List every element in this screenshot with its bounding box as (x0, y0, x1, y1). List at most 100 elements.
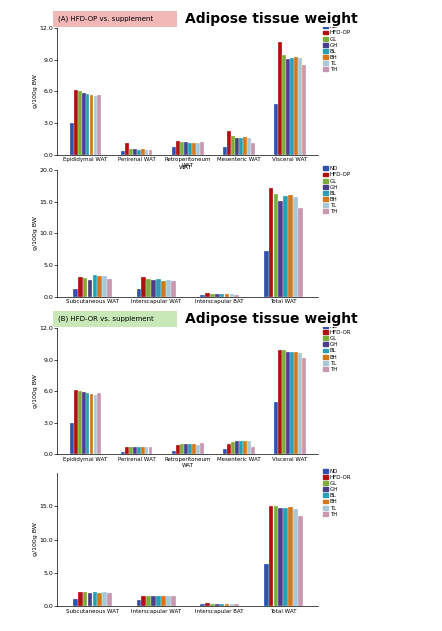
Text: WAT: WAT (179, 165, 192, 170)
Bar (137, 289, 141, 297)
Bar (73, 289, 78, 297)
Bar (129, 447, 133, 454)
Bar (251, 447, 255, 454)
Bar (290, 58, 294, 155)
Bar (82, 392, 86, 454)
Bar (92, 275, 97, 297)
Bar (234, 295, 239, 297)
Bar (274, 104, 278, 155)
Bar (243, 440, 247, 454)
Bar (283, 196, 288, 297)
Bar (146, 596, 151, 606)
Bar (196, 445, 200, 454)
Y-axis label: g/100g BW: g/100g BW (33, 216, 38, 251)
Bar (210, 604, 215, 606)
Bar (210, 294, 215, 297)
Bar (141, 277, 146, 297)
Bar (82, 93, 86, 155)
Bar (196, 143, 200, 155)
Legend: ND, HFD-OR, GL, GH, BL, BH, TL, TH: ND, HFD-OR, GL, GH, BL, BH, TL, TH (321, 322, 354, 374)
Bar (274, 402, 278, 454)
Bar (107, 593, 112, 606)
Bar (92, 592, 97, 606)
Bar (282, 350, 286, 454)
Y-axis label: g/100g BW: g/100g BW (33, 74, 38, 109)
Bar (137, 600, 141, 606)
Bar (176, 445, 180, 454)
Bar (133, 150, 137, 155)
Bar (156, 279, 161, 297)
Bar (302, 358, 306, 454)
Bar (166, 280, 171, 297)
Bar (180, 444, 184, 454)
Bar (172, 147, 176, 155)
Bar (151, 280, 156, 297)
Y-axis label: g/100g BW: g/100g BW (33, 374, 38, 408)
Bar (294, 57, 298, 155)
Bar (229, 294, 234, 297)
Legend: ND, HFD-OP, GL, GH, BL, BH, TL, TH: ND, HFD-OP, GL, GH, BL, BH, TL, TH (321, 164, 353, 216)
Bar (141, 596, 146, 606)
Bar (286, 352, 290, 454)
Bar (283, 508, 288, 606)
Bar (129, 149, 133, 155)
Bar (171, 281, 175, 297)
Bar (188, 444, 192, 454)
Bar (102, 592, 107, 606)
Bar (172, 451, 176, 454)
Bar (176, 141, 180, 155)
Bar (146, 279, 151, 297)
Bar (70, 123, 74, 155)
Bar (88, 280, 92, 297)
Bar (205, 293, 210, 297)
Bar (302, 65, 306, 155)
Bar (231, 136, 235, 155)
Bar (288, 507, 293, 606)
Bar (161, 596, 166, 606)
Bar (234, 604, 239, 606)
Bar (264, 564, 268, 606)
Bar (205, 603, 210, 606)
Bar (278, 350, 282, 454)
Bar (94, 96, 97, 155)
Bar (286, 59, 290, 155)
Bar (125, 447, 129, 454)
Bar (247, 138, 251, 155)
Bar (200, 443, 204, 454)
Bar (235, 440, 239, 454)
Bar (192, 444, 196, 454)
Legend: ND, HFD-OP, GL, GH, BL, BH, TL, TH: ND, HFD-OP, GL, GH, BL, BH, TL, TH (321, 22, 353, 74)
Bar (220, 604, 225, 606)
Bar (141, 150, 145, 155)
Bar (215, 604, 220, 606)
Bar (298, 58, 302, 155)
Bar (298, 208, 303, 297)
Bar (88, 593, 92, 606)
Bar (278, 508, 283, 606)
Bar (137, 150, 141, 155)
Bar (145, 150, 149, 155)
Bar (231, 442, 235, 454)
Bar (227, 131, 231, 155)
Bar (274, 194, 278, 297)
Text: Adipose tissue weight: Adipose tissue weight (185, 12, 358, 27)
Bar (86, 393, 89, 454)
Bar (151, 596, 156, 606)
Bar (97, 95, 101, 155)
Bar (149, 150, 152, 155)
Bar (78, 391, 82, 454)
Text: (B) HFD-OR vs. supplement: (B) HFD-OR vs. supplement (58, 316, 154, 322)
Bar (282, 55, 286, 155)
Bar (97, 276, 102, 297)
Bar (86, 93, 89, 155)
Bar (121, 151, 125, 155)
Bar (235, 138, 239, 155)
Bar (269, 506, 274, 606)
Text: Adipose tissue weight: Adipose tissue weight (185, 312, 358, 326)
Bar (184, 142, 188, 155)
Bar (294, 352, 298, 454)
Bar (215, 294, 220, 297)
Bar (90, 95, 93, 155)
Bar (293, 197, 298, 297)
Bar (239, 440, 243, 454)
